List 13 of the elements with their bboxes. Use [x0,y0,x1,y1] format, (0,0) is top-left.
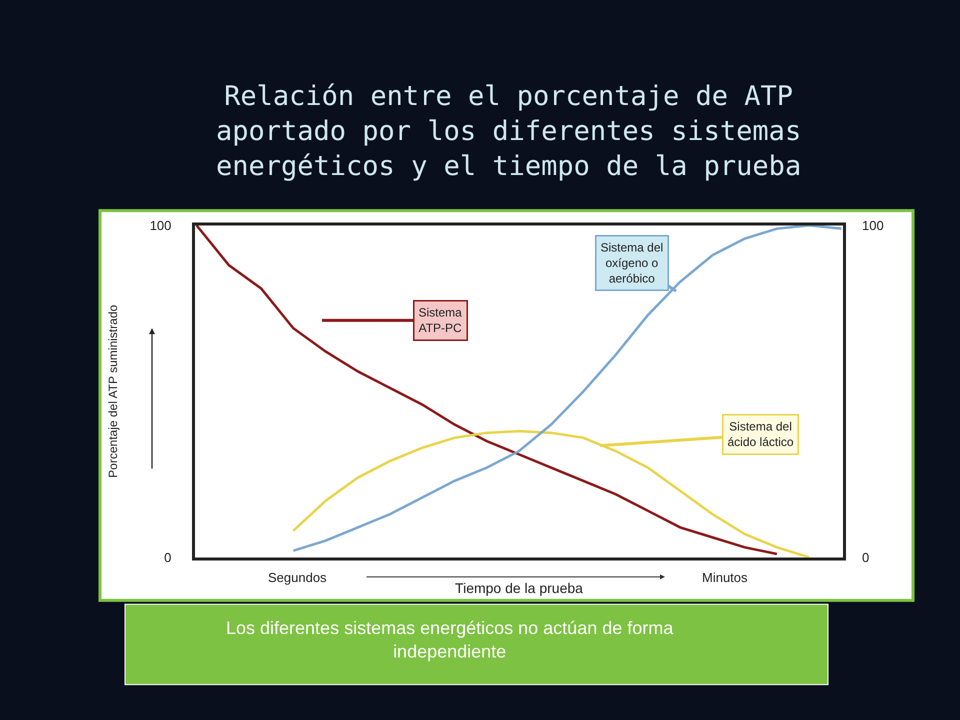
text: Sistema del ácido láctico [728,420,794,450]
x-axis-title: Tiempo de la prueba [455,580,584,596]
line-series [292,430,810,558]
chart-title: Relación entre el porcentaje de ATP aportado por los diferentes sistemas energéticos y el tiempo de la prueba [216,81,802,182]
series-label: Sistema del oxígeno o aeróbico [600,240,664,286]
text: Minutos [702,570,748,585]
line-series [292,225,843,552]
y2-tick-label: 100 [862,218,884,233]
y2-tick-label: 0 [862,550,870,565]
text: Segundos [268,570,328,585]
text: Sistema ATP-PC [418,306,462,336]
text: Los diferentes sistemas energéticos no actúan de forma independiente [226,618,674,662]
y-axis-title: Porcentaje del ATP suministrado [106,304,120,478]
